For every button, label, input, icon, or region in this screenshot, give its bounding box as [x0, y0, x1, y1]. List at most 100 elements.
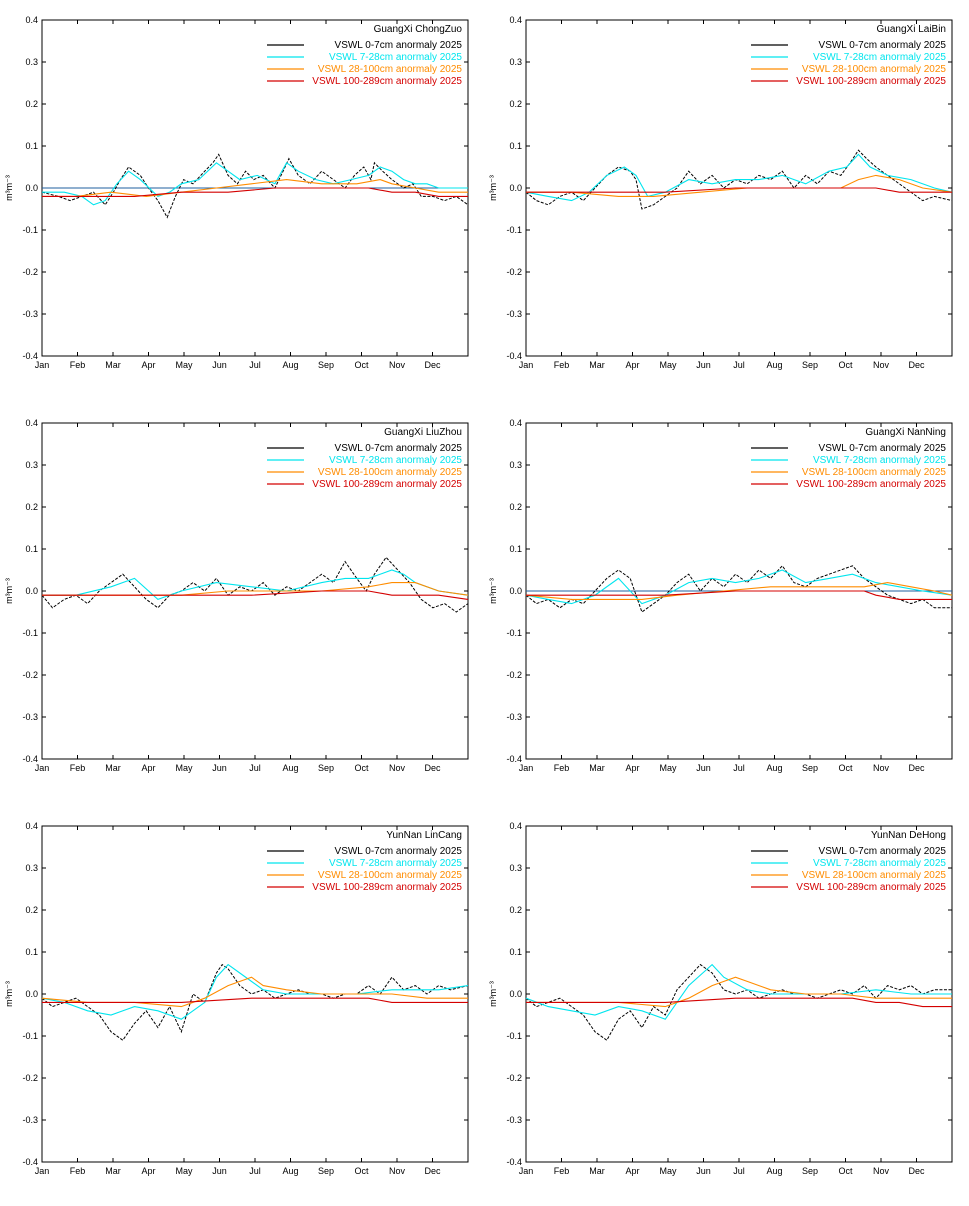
y-axis-label: m³m⁻³ [488, 175, 498, 201]
x-tick-label: May [659, 360, 677, 370]
legend-label-4: VSWL 100-289cm anormaly 2025 [796, 76, 946, 87]
chart-title: YunNan DeHong [871, 830, 946, 841]
legend-label-3: VSWL 28-100cm anormaly 2025 [318, 64, 463, 75]
y-tick-label: -0.1 [22, 628, 38, 638]
y-tick-label: 0.0 [509, 183, 522, 193]
x-tick-label: Nov [389, 1166, 406, 1176]
y-tick-label: -0.2 [22, 1073, 38, 1083]
x-tick-label: Jun [212, 763, 227, 773]
x-tick-label: Jul [733, 763, 745, 773]
legend-label-2: VSWL 7-28cm anormaly 2025 [329, 455, 462, 466]
x-tick-label: Feb [554, 360, 570, 370]
x-tick-label: Jun [696, 763, 711, 773]
y-tick-label: 0.1 [25, 141, 38, 151]
chart-panel-guangxi-nanning: 0.4 0.3 0.2 0.1 0.0 -0.1 -0.2 -0.3 -0.4 Jan Feb Mar… [484, 403, 968, 803]
legend-label-2: VSWL 7-28cm anormaly 2025 [813, 858, 946, 869]
x-tick-label: Mar [589, 1166, 605, 1176]
y-tick-label: 0.3 [25, 460, 38, 470]
y-tick-label: 0.2 [25, 905, 38, 915]
legend-label-1: VSWL 0-7cm anormaly 2025 [335, 40, 463, 51]
x-tick-label: Jan [519, 360, 534, 370]
chart-title: GuangXi LiuZhou [384, 427, 462, 438]
x-tick-label: Apr [141, 1166, 155, 1176]
x-tick-label: May [175, 1166, 193, 1176]
y-tick-label: -0.4 [22, 754, 38, 764]
x-tick-label: Jan [519, 763, 534, 773]
y-tick-label: 0.4 [25, 418, 38, 428]
x-tick-label: Apr [625, 360, 639, 370]
legend-label-4: VSWL 100-289cm anormaly 2025 [312, 76, 462, 87]
x-tick-label: Jan [35, 1166, 50, 1176]
series-line-4 [42, 997, 468, 1003]
x-tick-label: Dec [424, 360, 441, 370]
y-tick-label: 0.1 [509, 544, 522, 554]
x-tick-label: Mar [105, 360, 121, 370]
y-axis-label: m³m⁻³ [4, 981, 14, 1007]
x-tick-label: Jun [696, 1166, 711, 1176]
legend-label-3: VSWL 28-100cm anormaly 2025 [802, 870, 947, 881]
y-tick-label: 0.3 [25, 863, 38, 873]
y-tick-label: 0.4 [25, 821, 38, 831]
series-line-3 [41, 976, 468, 1008]
legend-label-1: VSWL 0-7cm anormaly 2025 [819, 443, 947, 454]
x-tick-label: Jan [35, 360, 50, 370]
y-tick-label: -0.2 [22, 670, 38, 680]
series-line-1 [41, 556, 469, 613]
x-tick-label: Apr [625, 1166, 639, 1176]
x-tick-label: Oct [838, 1166, 853, 1176]
legend-label-3: VSWL 28-100cm anormaly 2025 [802, 467, 947, 478]
chart-title: GuangXi LaiBin [877, 24, 947, 35]
x-tick-label: Sep [802, 763, 818, 773]
x-tick-label: Sep [318, 763, 334, 773]
x-tick-label: Aug [282, 360, 298, 370]
x-tick-label: Apr [625, 763, 639, 773]
x-tick-label: Aug [766, 360, 782, 370]
x-tick-label: May [175, 360, 193, 370]
x-tick-label: Aug [282, 763, 298, 773]
x-tick-label: Jul [249, 1166, 261, 1176]
y-tick-label: -0.3 [22, 309, 38, 319]
x-tick-label: Sep [802, 1166, 818, 1176]
y-tick-label: -0.2 [506, 1073, 522, 1083]
legend-label-2: VSWL 7-28cm anormaly 2025 [813, 52, 946, 63]
y-tick-label: 0.3 [509, 57, 522, 67]
x-tick-label: Dec [908, 360, 925, 370]
x-tick-label: Oct [354, 763, 369, 773]
x-tick-label: Mar [105, 1166, 121, 1176]
y-tick-label: -0.4 [506, 1157, 522, 1167]
x-tick-label: May [175, 763, 193, 773]
legend-label-4: VSWL 100-289cm anormaly 2025 [312, 882, 462, 893]
x-tick-label: Oct [838, 763, 853, 773]
legend-label-1: VSWL 0-7cm anormaly 2025 [335, 846, 463, 857]
y-tick-label: -0.1 [22, 225, 38, 235]
x-tick-label: Oct [838, 360, 853, 370]
chart-panel-yunnan-dehong: 0.4 0.3 0.2 0.1 0.0 -0.1 -0.2 -0.3 -0.4 Jan Feb Mar… [484, 806, 968, 1206]
series-line-2 [41, 963, 469, 1020]
y-axis-label: m³m⁻³ [4, 175, 14, 201]
series-line-2 [42, 161, 468, 206]
y-tick-label: 0.1 [25, 947, 38, 957]
chart-title: YunNan LinCang [386, 830, 462, 841]
x-tick-label: Jan [35, 763, 50, 773]
legend-label-2: VSWL 7-28cm anormaly 2025 [329, 52, 462, 63]
x-tick-label: Nov [389, 360, 406, 370]
legend-label-1: VSWL 0-7cm anormaly 2025 [819, 40, 947, 51]
legend-label-4: VSWL 100-289cm anormaly 2025 [312, 479, 462, 490]
x-tick-label: Nov [389, 763, 406, 773]
y-tick-label: -0.4 [506, 351, 522, 361]
y-tick-label: 0.3 [509, 460, 522, 470]
series-line-3 [42, 179, 468, 197]
y-axis-label: m³m⁻³ [488, 981, 498, 1007]
series-line-1 [41, 963, 469, 1041]
chart-panel-yunnan-lincang: 0.4 0.3 0.2 0.1 0.0 -0.1 -0.2 -0.3 -0.4 Jan Feb Mar… [0, 806, 484, 1206]
y-tick-label: -0.4 [22, 351, 38, 361]
y-tick-label: 0.3 [509, 863, 522, 873]
legend-label-3: VSWL 28-100cm anormaly 2025 [318, 467, 463, 478]
x-tick-label: Feb [70, 360, 86, 370]
y-tick-label: 0.2 [509, 502, 522, 512]
x-tick-label: Feb [70, 1166, 86, 1176]
x-tick-label: Sep [318, 360, 334, 370]
